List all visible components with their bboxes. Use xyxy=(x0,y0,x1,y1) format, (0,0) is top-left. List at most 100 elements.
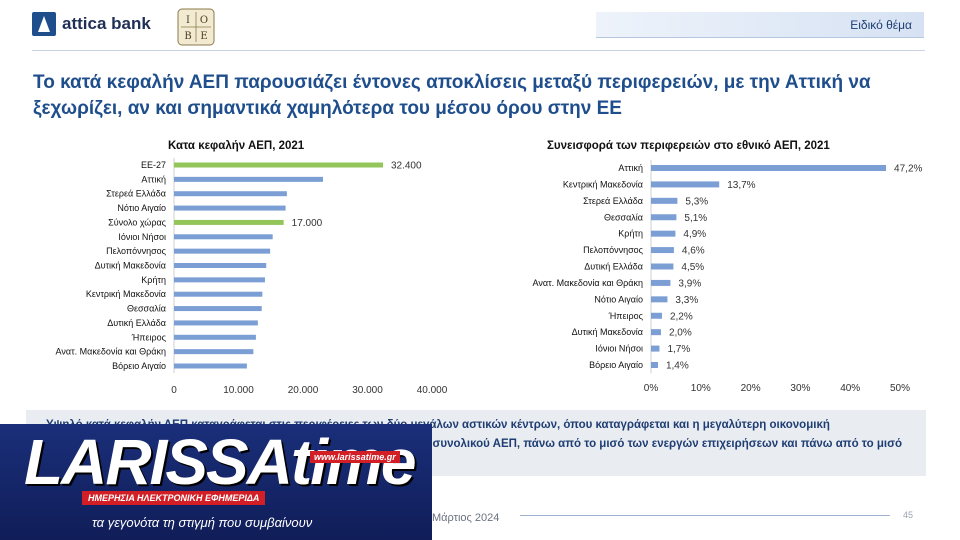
category-label: Αττική xyxy=(141,174,166,184)
data-label: 2,0% xyxy=(669,328,692,339)
bar xyxy=(174,248,271,254)
category-label: Νότιο Αιγαίο xyxy=(117,203,166,213)
data-label: 17.000 xyxy=(292,218,323,229)
data-label: 2,2% xyxy=(670,311,693,322)
bar xyxy=(651,279,671,286)
data-label: 3,9% xyxy=(678,278,701,289)
category-label: Αττική xyxy=(618,163,643,173)
svg-text:Ο: Ο xyxy=(200,15,208,26)
svg-text:Β: Β xyxy=(184,31,191,42)
data-label: 1,4% xyxy=(666,361,689,372)
larissatime-tagline: ΗΜΕΡΗΣΙΑ ΗΛΕΚΤΡΟΝΙΚΗ ΕΦΗΜΕΡΙΔΑ xyxy=(82,491,266,505)
category-label: Κεντρική Μακεδονία xyxy=(563,179,643,189)
bar xyxy=(174,334,256,340)
data-label: 4,6% xyxy=(682,246,705,257)
category-label: Στερεά Ελλάδα xyxy=(583,196,643,206)
larissatime-url: www.larissatime.gr xyxy=(310,451,400,463)
data-label: 32.400 xyxy=(391,161,422,172)
special-topic-label: Ειδικό θέμα xyxy=(850,18,912,32)
category-label: Βόρειο Αιγαίο xyxy=(589,360,643,370)
chart2-title: Συνεισφορά των περιφερειών στο εθνικό ΑΕ… xyxy=(547,140,830,152)
category-label: Πελοπόννησος xyxy=(106,246,167,256)
bar xyxy=(174,234,273,240)
category-label: Κρήτη xyxy=(618,229,643,239)
bar xyxy=(174,363,247,369)
category-label: Νότιο Αιγαίο xyxy=(594,294,643,304)
category-label: Κρήτη xyxy=(141,275,166,285)
bar xyxy=(651,214,677,221)
bar xyxy=(651,247,674,254)
data-label: 1,7% xyxy=(667,344,690,355)
bar xyxy=(651,329,661,336)
x-tick-label: 10% xyxy=(691,383,711,394)
category-label: Δυτική Ελλάδα xyxy=(107,318,166,328)
larissatime-overlay: LARISSAtime www.larissatime.gr ΗΜΕΡΗΣΙΑ … xyxy=(0,424,432,540)
data-label: 4,5% xyxy=(681,262,704,273)
category-label: Ήπειρος xyxy=(131,332,167,342)
bar xyxy=(651,230,676,237)
iobe-logo: Ι Ο Β Ε xyxy=(177,8,215,46)
x-tick-label: 50% xyxy=(890,383,910,394)
bar xyxy=(174,349,254,355)
bar xyxy=(174,306,262,312)
bar xyxy=(174,277,265,283)
footer-date: Μάρτιος 2024 xyxy=(432,512,500,524)
category-label: Σύνολο χώρας xyxy=(108,217,167,227)
bank-name: attica bank xyxy=(62,14,151,33)
bar xyxy=(174,162,383,168)
data-label: 13,7% xyxy=(727,180,755,191)
category-label: Ιόνιοι Νήσοι xyxy=(595,344,643,354)
category-label: ΕΕ-27 xyxy=(141,160,166,170)
attica-bank-logo: attica bank xyxy=(32,12,151,36)
x-tick-label: 0 xyxy=(171,385,177,396)
bar xyxy=(174,191,287,197)
slide-title: Το κατά κεφαλήν ΑΕΠ παρουσιάζει έντονες … xyxy=(33,72,871,119)
bar xyxy=(174,320,258,326)
category-label: Θεσσαλία xyxy=(127,304,166,314)
x-tick-label: 0% xyxy=(644,383,659,394)
bar xyxy=(174,205,286,211)
category-label: Ιόνιοι Νήσοι xyxy=(118,232,166,242)
bar xyxy=(174,291,263,297)
data-label: 5,3% xyxy=(685,196,708,207)
data-label: 5,1% xyxy=(684,213,707,224)
x-tick-label: 40.000 xyxy=(417,385,448,396)
category-label: Δυτική Ελλάδα xyxy=(584,262,643,272)
x-tick-label: 30.000 xyxy=(352,385,383,396)
header-divider xyxy=(32,50,925,51)
category-label: Ανατ. Μακεδονία και Θράκη xyxy=(56,347,166,357)
svg-text:Ε: Ε xyxy=(200,31,207,42)
category-label: Κεντρική Μακεδονία xyxy=(86,289,166,299)
data-label: 47,2% xyxy=(894,164,922,175)
bar xyxy=(651,345,660,352)
larissatime-slogan: τα γεγονότα τη στιγμή που συμβαίνουν xyxy=(92,515,313,530)
x-tick-label: 40% xyxy=(840,383,860,394)
chart1-title: Κατα κεφαλήν ΑΕΠ, 2021 xyxy=(168,140,305,152)
bar xyxy=(174,263,267,268)
x-tick-label: 30% xyxy=(790,383,810,394)
x-tick-label: 10.000 xyxy=(223,385,254,396)
category-label: Στερεά Ελλάδα xyxy=(106,189,166,199)
category-label: Θεσσαλία xyxy=(604,212,643,222)
category-label: Ήπειρος xyxy=(608,311,644,321)
attica-logo-mark xyxy=(32,12,56,36)
footer-divider xyxy=(520,515,890,516)
category-label: Δυτική Μακεδονία xyxy=(572,327,643,337)
category-label: Πελοπόννησος xyxy=(583,245,644,255)
svg-text:Ι: Ι xyxy=(186,15,190,26)
category-label: Δυτική Μακεδονία xyxy=(95,261,166,271)
special-topic-band: Ειδικό θέμα xyxy=(596,12,924,38)
page-number: 45 xyxy=(903,510,914,520)
x-tick-label: 20.000 xyxy=(288,385,319,396)
bar xyxy=(651,165,887,171)
bar xyxy=(174,176,323,182)
bar xyxy=(651,296,668,303)
data-label: 3,3% xyxy=(675,295,698,306)
category-label: Ανατ. Μακεδονία και Θράκη xyxy=(533,278,643,288)
category-label: Βόρειο Αιγαίο xyxy=(112,361,166,371)
x-tick-label: 20% xyxy=(741,383,761,394)
bar xyxy=(651,197,678,204)
bar xyxy=(651,362,658,368)
